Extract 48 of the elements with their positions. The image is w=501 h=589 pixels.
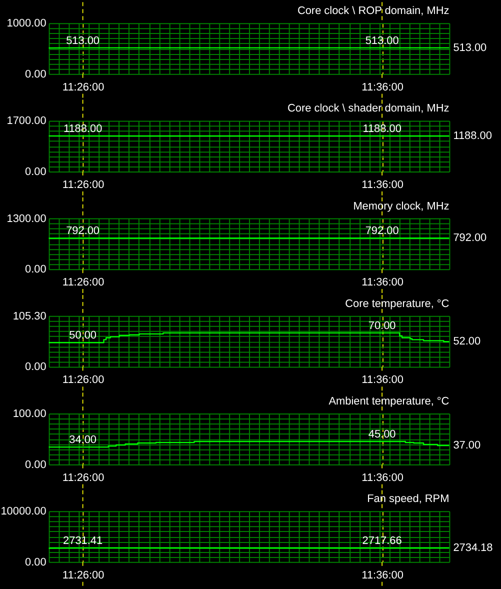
data-label: 52.00: [453, 336, 481, 348]
chart-title: Core clock \ shader domain, MHz: [288, 102, 450, 115]
data-label: 70.00: [368, 320, 396, 332]
data-label: 513.00: [66, 34, 100, 47]
data-label: 1188.00: [63, 123, 102, 136]
x-tick-label: 11:36:00: [362, 374, 404, 386]
data-label: 37.00: [453, 440, 481, 452]
chart-title: Core temperature, °C: [345, 298, 450, 310]
y-tick-label: 10000.00: [0, 506, 46, 518]
x-tick-label: 11:36:00: [362, 178, 404, 191]
chart-title: Fan speed, RPM: [367, 493, 450, 506]
y-tick-label: 105.30: [12, 310, 46, 322]
data-label: 2734.18: [453, 542, 493, 554]
y-tick-label: 0.00: [25, 361, 46, 374]
chart-title: Core clock \ ROP domain, MHz: [297, 5, 450, 18]
x-tick-label: 11:36:00: [362, 569, 404, 582]
y-tick-label: 0.00: [25, 166, 46, 178]
x-tick-label: 11:36:00: [362, 472, 404, 484]
x-tick-label: 11:26:00: [62, 276, 104, 289]
chart-title: Ambient temperature, °C: [328, 396, 450, 408]
x-tick-label: 11:26:00: [62, 81, 104, 94]
data-label: 1188.00: [453, 130, 492, 142]
x-tick-label: 11:26:00: [62, 178, 104, 191]
data-label: 45.00: [368, 428, 396, 440]
data-label: 792.00: [453, 232, 487, 244]
data-label: 2717.66: [362, 535, 402, 548]
y-tick-label: 100.00: [12, 408, 46, 420]
data-label: 792.00: [66, 225, 100, 238]
chart-title: Memory clock, MHz: [353, 200, 450, 212]
x-tick-label: 11:36:00: [362, 81, 404, 94]
x-tick-label: 11:36:00: [362, 276, 404, 289]
y-tick-label: 1300.00: [6, 212, 46, 225]
data-label: 34.00: [69, 434, 96, 446]
y-tick-label: 0.00: [25, 68, 46, 80]
data-label: 792.00: [365, 225, 399, 238]
y-tick-label: 0.00: [25, 264, 46, 276]
x-tick-label: 11:26:00: [62, 569, 104, 582]
y-tick-label: 1700.00: [6, 115, 46, 128]
data-label: 513.00: [365, 34, 399, 47]
data-label: 513.00: [453, 42, 487, 54]
x-tick-label: 11:26:00: [62, 374, 104, 386]
data-label: 1188.00: [362, 123, 402, 136]
x-tick-label: 11:26:00: [62, 472, 104, 484]
y-tick-label: 0.00: [25, 556, 46, 568]
y-tick-label: 1000.00: [6, 18, 46, 30]
data-label: 50.00: [69, 330, 96, 342]
y-tick-label: 0.00: [25, 458, 46, 471]
data-label: 2731.41: [63, 535, 103, 548]
